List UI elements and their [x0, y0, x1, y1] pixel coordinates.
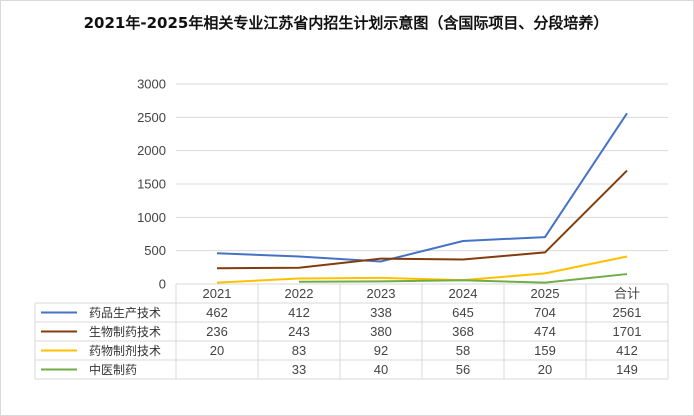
data-table-value: 58 — [456, 343, 470, 358]
data-table-value: 56 — [456, 362, 470, 377]
data-table-value: 462 — [206, 305, 228, 320]
y-tick-label: 2500 — [137, 110, 166, 125]
y-tick-label: 1500 — [137, 177, 166, 192]
data-table-value: 159 — [534, 343, 556, 358]
x-category-label: 合计 — [614, 286, 640, 301]
gridlines — [176, 83, 668, 252]
y-axis-ticks: 0 500 1000 1500 2000 2500 3000 — [137, 77, 166, 292]
data-table-value: 92 — [374, 343, 388, 358]
data-table-value: 412 — [288, 305, 310, 320]
series-lines — [216, 112, 628, 284]
legend-label: 药物制剂技术 — [89, 343, 161, 358]
data-table-value: 40 — [374, 362, 388, 377]
y-tick-label: 3000 — [137, 77, 166, 92]
data-table-value: 1701 — [613, 324, 642, 339]
data-table-value: 20 — [210, 343, 224, 358]
data-table-value: 149 — [616, 362, 638, 377]
series-line — [216, 112, 628, 263]
data-table-value: 645 — [452, 305, 474, 320]
data-table-value: 338 — [370, 305, 392, 320]
data-table-value: 20 — [538, 362, 552, 377]
chart-title: 2021年-2025年相关专业江苏省内招生计划示意图（含国际项目、分段培养） — [83, 14, 609, 32]
data-table-value: 83 — [292, 343, 306, 358]
series-line — [216, 255, 628, 284]
x-category-label: 2021 — [203, 286, 232, 301]
data-table-value: 236 — [206, 324, 228, 339]
legend-label: 生物制药技术 — [89, 325, 161, 339]
data-table-value: 33 — [292, 362, 306, 377]
data-table-value: 243 — [288, 324, 310, 339]
legend-label: 中医制药 — [89, 362, 137, 377]
data-table-value: 2561 — [613, 305, 642, 320]
legend-label: 药品生产技术 — [89, 306, 161, 320]
x-category-label: 2024 — [449, 286, 478, 301]
y-tick-label: 2000 — [137, 143, 166, 158]
x-category-label: 2025 — [531, 286, 560, 301]
data-table-value: 412 — [616, 343, 638, 358]
y-tick-label: 1000 — [137, 210, 166, 225]
series-line — [298, 273, 628, 284]
series-line — [216, 169, 628, 270]
data-table-value: 704 — [534, 305, 556, 320]
data-table-value: 474 — [534, 324, 556, 339]
y-tick-label: 0 — [159, 277, 166, 292]
x-category-label: 2022 — [285, 286, 314, 301]
x-category-label: 2023 — [367, 286, 396, 301]
data-table-value: 380 — [370, 324, 392, 339]
y-tick-label: 500 — [144, 243, 166, 258]
data-table-value: 368 — [452, 324, 474, 339]
